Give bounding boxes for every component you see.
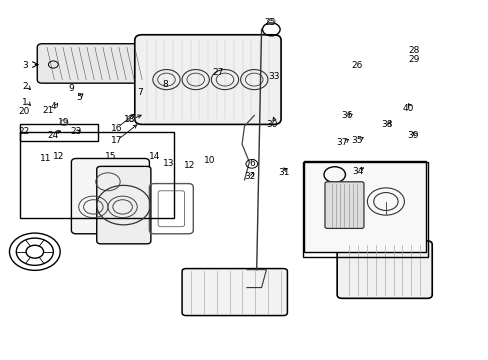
- Text: 9: 9: [68, 84, 74, 93]
- Text: 37: 37: [336, 138, 347, 147]
- Text: 1: 1: [22, 98, 28, 107]
- Text: 32: 32: [244, 172, 256, 181]
- Text: 26: 26: [350, 61, 362, 70]
- FancyBboxPatch shape: [135, 35, 281, 125]
- Text: 24: 24: [48, 131, 59, 140]
- Bar: [20, 125, 98, 140]
- Text: 17: 17: [111, 136, 122, 145]
- Text: 21: 21: [43, 105, 54, 114]
- Text: 30: 30: [266, 120, 278, 129]
- Text: 12: 12: [52, 152, 64, 161]
- Text: 11: 11: [40, 154, 51, 163]
- Text: 28: 28: [407, 46, 419, 55]
- Text: 7: 7: [137, 87, 142, 96]
- Text: 10: 10: [203, 156, 215, 165]
- FancyBboxPatch shape: [336, 241, 431, 298]
- Text: 34: 34: [351, 167, 363, 176]
- Text: 14: 14: [148, 152, 160, 161]
- FancyBboxPatch shape: [182, 269, 287, 316]
- Bar: [20, 132, 173, 218]
- Text: 22: 22: [19, 127, 30, 136]
- Text: 38: 38: [380, 120, 392, 129]
- Text: 20: 20: [19, 107, 30, 116]
- FancyBboxPatch shape: [71, 158, 149, 234]
- Text: 25: 25: [264, 18, 275, 27]
- Text: 19: 19: [58, 118, 70, 127]
- Text: 40: 40: [401, 104, 413, 113]
- Text: 16: 16: [111, 123, 122, 132]
- Bar: [303, 162, 427, 257]
- FancyBboxPatch shape: [37, 44, 144, 83]
- Text: 31: 31: [278, 168, 290, 177]
- FancyBboxPatch shape: [97, 166, 151, 244]
- FancyBboxPatch shape: [325, 182, 363, 228]
- Text: 35: 35: [350, 136, 362, 145]
- Text: 39: 39: [406, 131, 418, 140]
- Text: 4: 4: [50, 102, 56, 111]
- Text: 12: 12: [184, 161, 195, 170]
- Text: 5: 5: [76, 93, 81, 102]
- Text: 6: 6: [248, 159, 254, 168]
- Text: 3: 3: [22, 61, 28, 70]
- Text: 36: 36: [341, 111, 352, 120]
- Text: 2: 2: [22, 82, 28, 91]
- Text: 18: 18: [124, 114, 135, 123]
- FancyBboxPatch shape: [304, 161, 425, 252]
- Text: 23: 23: [70, 127, 82, 136]
- Text: 27: 27: [212, 68, 223, 77]
- Text: 15: 15: [104, 152, 116, 161]
- Text: 8: 8: [162, 81, 167, 90]
- Text: 33: 33: [267, 72, 279, 81]
- Text: 29: 29: [407, 55, 419, 64]
- Text: 13: 13: [163, 159, 174, 168]
